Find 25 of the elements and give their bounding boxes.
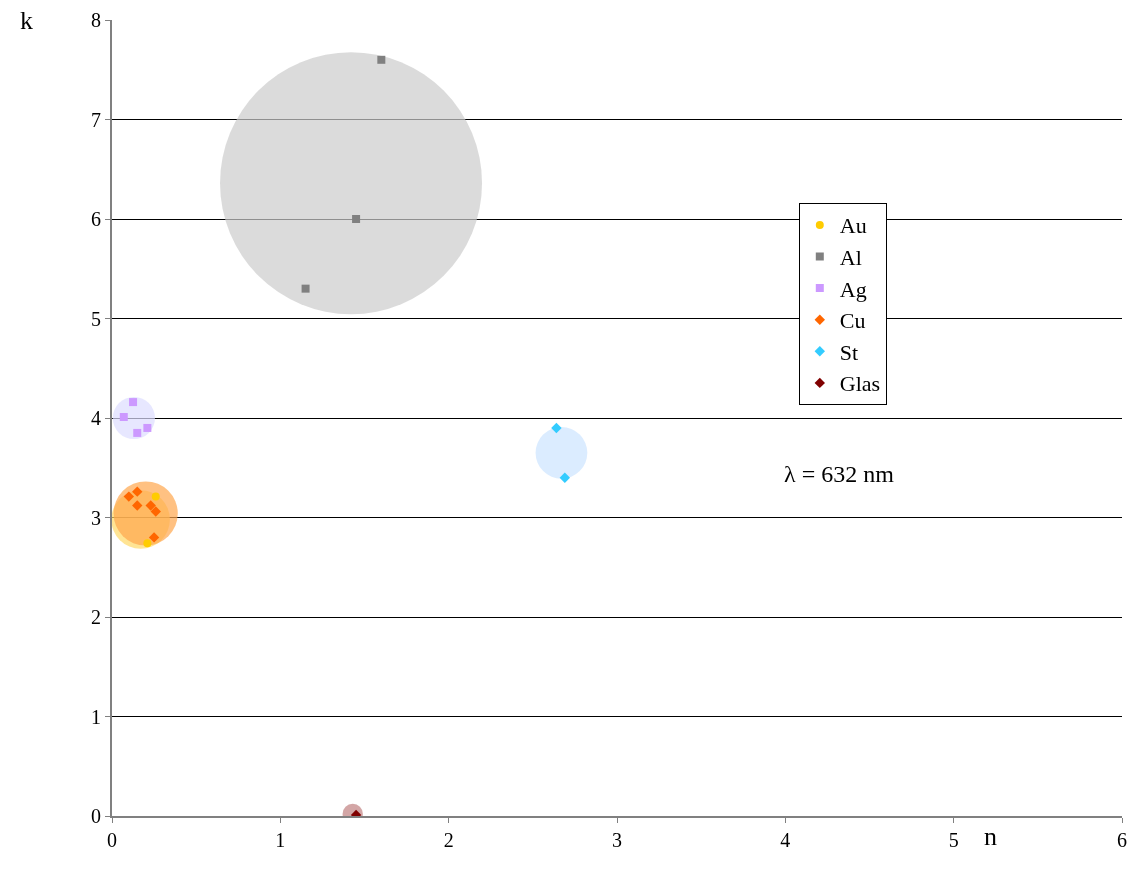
legend-label: Al	[839, 245, 862, 271]
y-tick-label: 0	[91, 805, 101, 827]
x-tick-label: 0	[107, 829, 117, 851]
x-tick-label: 1	[275, 829, 286, 851]
y-axis-title: k	[20, 6, 33, 35]
legend-label: St	[839, 339, 859, 365]
y-tick-label: 2	[91, 606, 101, 628]
y-tick-label: 3	[91, 506, 101, 529]
legend-label: Au	[839, 213, 867, 239]
y-tick-label: 7	[91, 108, 101, 131]
y-tick-label: 4	[91, 407, 101, 429]
annotation: λ = 632 nm	[784, 461, 895, 487]
x-tick-label: 4	[780, 829, 791, 851]
x-tick-label: 6	[1117, 829, 1127, 851]
legend-label: Glas	[839, 371, 881, 397]
y-tick-label: 8	[91, 9, 101, 31]
x-tick-label: 2	[443, 829, 454, 851]
legend-label: Cu	[839, 308, 866, 334]
x-tick-label: 3	[612, 829, 622, 851]
x-tick-label: 5	[948, 829, 959, 851]
x-axis-title: n	[984, 822, 997, 851]
y-tick-label: 6	[91, 208, 101, 230]
legend-label: Ag	[839, 276, 867, 302]
y-tick-label: 1	[91, 705, 101, 728]
y-tick-label: 5	[91, 307, 101, 330]
